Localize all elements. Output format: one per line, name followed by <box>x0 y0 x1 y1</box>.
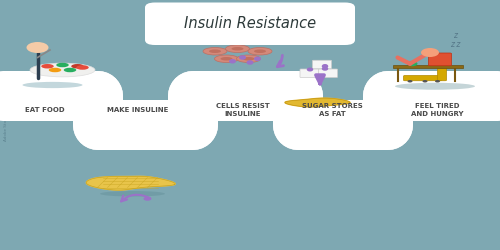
Text: Adobe Stock | #542257845: Adobe Stock | #542257845 <box>4 84 8 141</box>
Ellipse shape <box>242 57 254 60</box>
Ellipse shape <box>229 59 236 64</box>
FancyBboxPatch shape <box>145 2 355 45</box>
FancyBboxPatch shape <box>318 69 338 78</box>
Circle shape <box>422 80 428 82</box>
FancyBboxPatch shape <box>428 53 452 66</box>
FancyBboxPatch shape <box>404 76 442 81</box>
Circle shape <box>435 80 440 82</box>
Ellipse shape <box>56 63 69 67</box>
Ellipse shape <box>220 57 232 60</box>
Ellipse shape <box>203 48 227 55</box>
Text: Insulin Resistance: Insulin Resistance <box>184 16 316 31</box>
Ellipse shape <box>254 50 266 53</box>
Polygon shape <box>86 176 175 190</box>
Circle shape <box>408 80 412 82</box>
Ellipse shape <box>248 48 272 55</box>
Ellipse shape <box>395 83 475 90</box>
Ellipse shape <box>322 64 328 68</box>
Ellipse shape <box>72 64 84 68</box>
Ellipse shape <box>100 191 165 196</box>
Text: CELLS RESIST
INSULINE: CELLS RESIST INSULINE <box>216 103 270 117</box>
FancyBboxPatch shape <box>438 68 446 81</box>
Ellipse shape <box>64 68 76 72</box>
Text: FEEL TIRED
AND HUNGRY: FEEL TIRED AND HUNGRY <box>411 103 464 117</box>
Bar <box>392 65 462 68</box>
Ellipse shape <box>30 63 95 77</box>
Ellipse shape <box>214 55 238 62</box>
Ellipse shape <box>322 67 328 71</box>
Ellipse shape <box>239 55 246 60</box>
Text: EAT FOOD: EAT FOOD <box>25 107 65 113</box>
Ellipse shape <box>246 60 254 65</box>
Ellipse shape <box>232 47 243 50</box>
Ellipse shape <box>307 68 313 71</box>
Ellipse shape <box>226 45 250 52</box>
Circle shape <box>144 197 152 201</box>
Ellipse shape <box>254 56 261 61</box>
Ellipse shape <box>49 68 61 72</box>
Ellipse shape <box>22 82 82 88</box>
Text: MAKE INSULINE: MAKE INSULINE <box>107 107 168 113</box>
Circle shape <box>26 42 48 53</box>
Text: SUGAR STORES
AS FAT: SUGAR STORES AS FAT <box>302 103 363 117</box>
Polygon shape <box>285 98 350 107</box>
Text: z
z z: z z z <box>450 31 460 49</box>
Circle shape <box>408 61 418 66</box>
Ellipse shape <box>76 65 89 70</box>
FancyBboxPatch shape <box>300 69 319 78</box>
Circle shape <box>421 48 439 57</box>
Ellipse shape <box>41 64 54 68</box>
Ellipse shape <box>236 55 260 62</box>
FancyBboxPatch shape <box>312 60 332 69</box>
Ellipse shape <box>209 50 221 53</box>
